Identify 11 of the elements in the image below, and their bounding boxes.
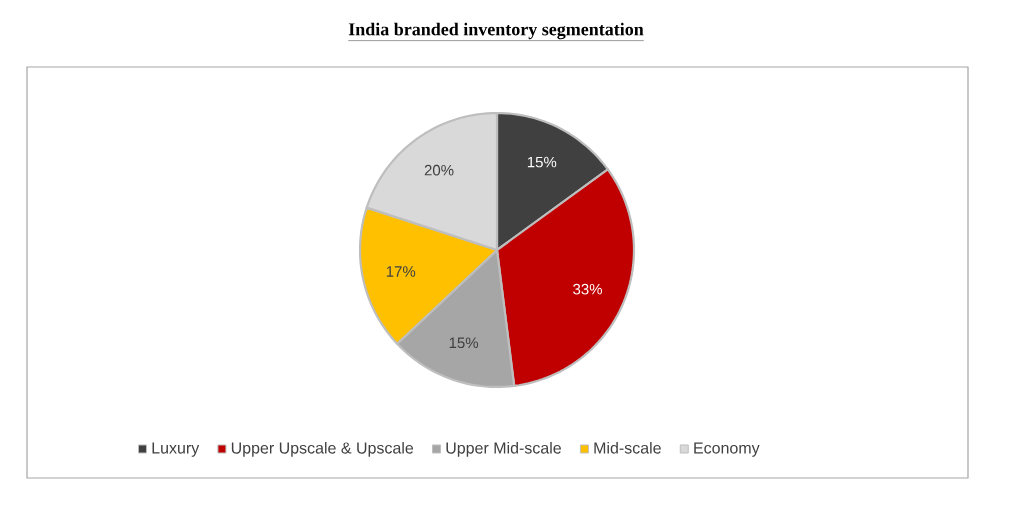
- data-label: 15%: [449, 337, 479, 349]
- data-label: 20%: [424, 164, 454, 176]
- data-label: 17%: [386, 266, 416, 277]
- legend-label: Mid-scale: [594, 441, 661, 454]
- legend-label: Luxury: [152, 442, 200, 457]
- data-label: 15%: [527, 156, 557, 168]
- data-label: 33%: [573, 283, 602, 295]
- legend-label: Economy: [694, 442, 760, 457]
- chart-title: India branded inventory segmentation: [348, 22, 644, 40]
- legend-label: Upper Upscale & Upscale: [231, 441, 414, 457]
- legend-label: Upper Mid-scale: [446, 441, 561, 457]
